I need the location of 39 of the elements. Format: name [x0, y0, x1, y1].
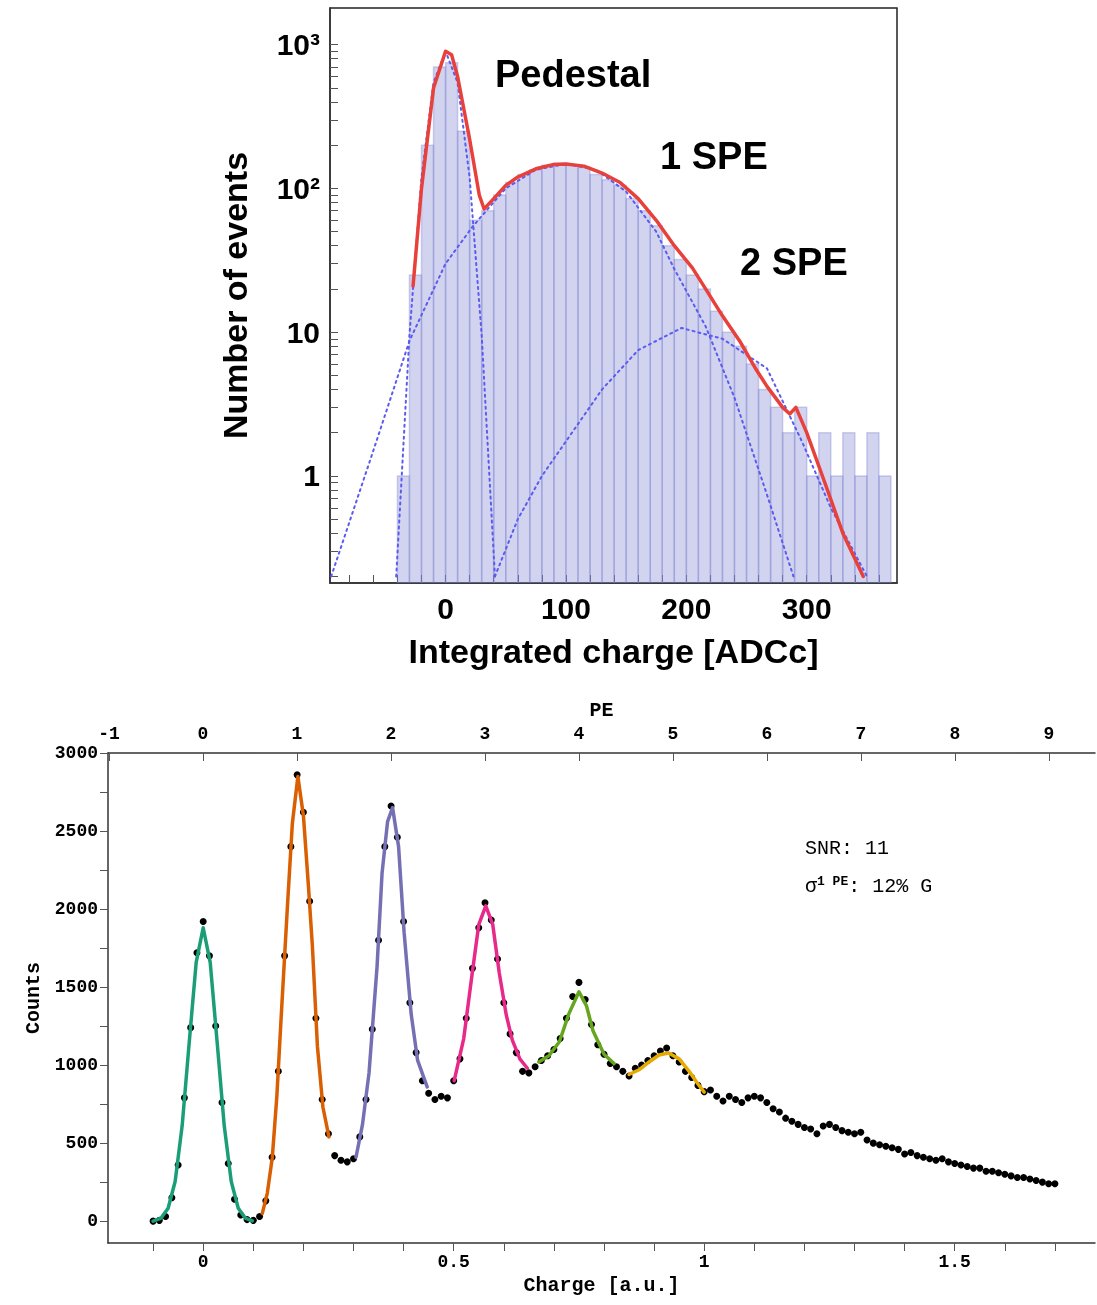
y-tick-label: 10³ [276, 28, 321, 62]
y-tick-label: 0 [87, 1211, 98, 1232]
x-tick-label: 1 [698, 1252, 710, 1272]
x2-tick-label: 8 [949, 724, 961, 744]
annotation: Pedestal [495, 53, 652, 95]
y-tick-label: 1000 [54, 1055, 98, 1076]
x-tick-label: 0.5 [437, 1252, 470, 1272]
x-axis-title: Integrated charge [ADCc] [408, 632, 819, 670]
x-tick-label: 0 [197, 1252, 209, 1272]
annotation: SNR: 11 [805, 836, 890, 860]
x2-axis-title: PE [589, 698, 614, 722]
annotation: 1 SPE [660, 135, 768, 177]
x2-tick-label: 5 [667, 724, 679, 744]
line-series [151, 926, 255, 1223]
y-tick-label: 1 [303, 459, 320, 493]
annotation: 2 SPE [740, 241, 848, 283]
y-tick-label: 2500 [54, 821, 98, 842]
x-tick-label: 200 [661, 591, 712, 625]
x2-tick-label: 0 [197, 724, 209, 744]
y-axis-title: Number of events [216, 151, 254, 440]
x2-tick-label: -1 [98, 724, 120, 744]
x-tick-label: 100 [540, 591, 591, 625]
x-tick-label: 300 [781, 591, 832, 625]
y-tick-label: 10 [286, 315, 320, 349]
y-tick-label: 1500 [54, 977, 98, 998]
x2-tick-label: 7 [855, 724, 867, 744]
x-tick-label: 1.5 [938, 1252, 971, 1272]
y-axis-title: Counts [22, 961, 46, 1035]
x-tick-label: 0 [437, 591, 454, 625]
x2-tick-label: 3 [479, 724, 491, 744]
x2-tick-label: 6 [761, 724, 773, 744]
x2-tick-label: 4 [573, 724, 585, 744]
x2-tick-label: 9 [1043, 724, 1055, 744]
y-tick-label: 10² [276, 171, 321, 205]
y-tick-label: 2000 [54, 899, 98, 920]
x2-tick-label: 2 [385, 724, 397, 744]
y-tick-label: 3000 [54, 743, 98, 763]
x-axis-title: Charge [a.u.] [523, 1274, 680, 1298]
y-tick-label: 500 [65, 1133, 98, 1154]
